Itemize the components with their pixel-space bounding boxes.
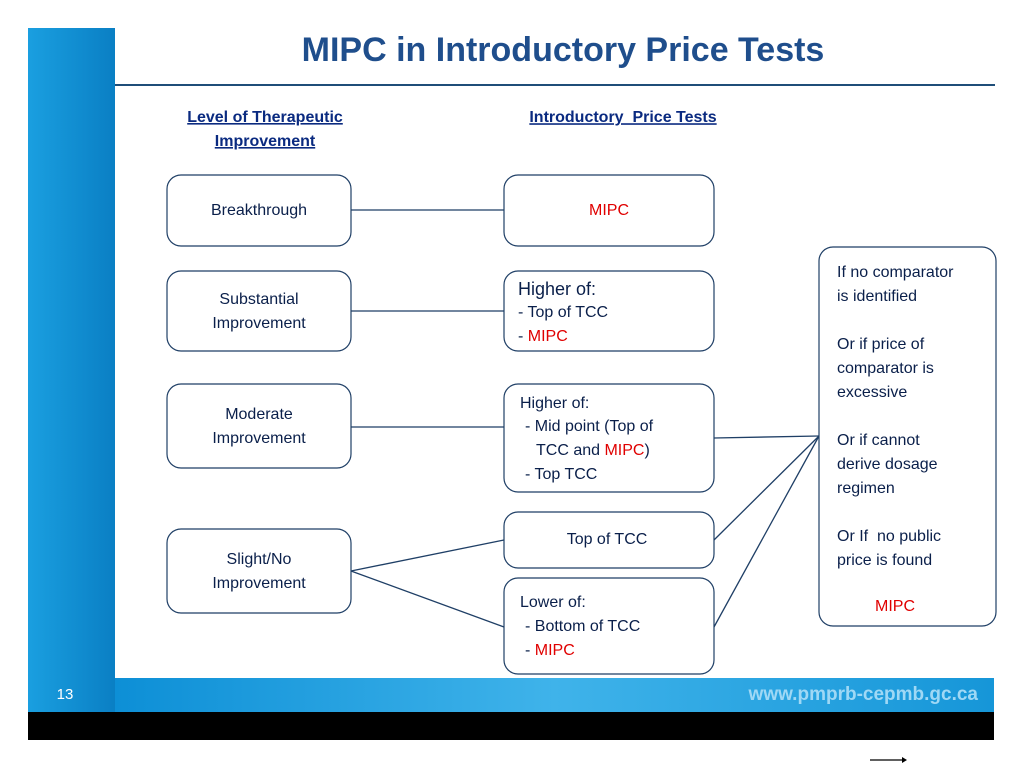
node-text: Higher of:: [518, 279, 596, 299]
node-text: Substantial: [219, 291, 298, 308]
text-span: ): [644, 442, 649, 459]
node-text: Higher of:: [520, 395, 589, 412]
footer-band: [115, 678, 994, 712]
text-span: Or if price of: [837, 336, 925, 353]
page-number: 13: [57, 686, 74, 703]
node-text: excessive: [837, 384, 907, 401]
bottom-band: [28, 712, 994, 740]
node: Moderate Improvement: [166, 383, 352, 469]
text-span: - Top TCC: [525, 466, 597, 483]
text-span: Top of TCC: [567, 531, 648, 548]
node-box: [503, 511, 715, 569]
text-span: MIPC: [875, 598, 915, 615]
node-text: Slight/No: [227, 551, 292, 568]
text-span: TCC and: [536, 442, 604, 459]
text-span: Improvement: [212, 575, 306, 592]
node: If no comparator is identified Or if price…: [818, 246, 997, 627]
text-span: price is found: [837, 552, 932, 569]
text-span: Substantial: [219, 291, 298, 308]
node: Slight/No Improvement: [166, 528, 352, 614]
text-span: MIPC: [589, 202, 629, 219]
node-text: price is found: [837, 552, 932, 569]
text-span: Or If no public: [837, 528, 941, 545]
node-text: Improvement: [212, 430, 306, 447]
node-text: Improvement: [212, 575, 306, 592]
text-span: -: [518, 328, 528, 345]
text-span: excessive: [837, 384, 907, 401]
text-span: -: [525, 642, 535, 659]
node-box: [503, 174, 715, 247]
text-span: comparator is: [837, 360, 934, 377]
node-text: is identified: [837, 288, 917, 305]
node-text: - MIPC: [525, 642, 575, 659]
node-text: - Bottom of TCC: [525, 618, 640, 635]
text-span: Lower of:: [520, 594, 586, 611]
node-box: [166, 270, 352, 352]
node-text: Improvement: [212, 315, 306, 332]
node-text: derive dosage: [837, 456, 938, 473]
arrow: [870, 757, 907, 763]
node-text: comparator is: [837, 360, 934, 377]
title: MIPC in Introductory Price Tests: [302, 31, 825, 69]
right-heading: Introductory Price Tests: [529, 109, 716, 126]
node-text: MIPC: [589, 202, 629, 219]
node: Lower of: - Bottom of TCC - MIPC: [503, 577, 715, 675]
node-text: Lower of:: [520, 594, 586, 611]
text-span: MIPC: [535, 642, 575, 659]
text-span: - Mid point (Top of: [525, 418, 654, 435]
text-span: Slight/No: [227, 551, 292, 568]
node-box: [818, 246, 997, 627]
text-span: regimen: [837, 480, 895, 497]
node-text: - Mid point (Top of: [525, 418, 654, 435]
connectors: [350, 209, 820, 628]
node-text: If no comparator: [837, 264, 954, 281]
node: Top of TCC: [503, 511, 715, 569]
node-box: [166, 383, 352, 469]
node-text: Or if cannot: [837, 432, 920, 449]
footer-url: www.pmprb-cepmb.gc.ca: [748, 684, 979, 705]
text-span: Higher of:: [518, 279, 596, 299]
node: Higher of: - Mid point (Top of TCC and MIP…: [503, 383, 715, 493]
text-span: Improvement: [212, 315, 306, 332]
text-span: - Top of TCC: [518, 304, 608, 321]
text-span: is identified: [837, 288, 917, 305]
node-box: [503, 577, 715, 675]
text-span: If no comparator: [837, 264, 954, 281]
node: Breakthrough: [166, 174, 352, 247]
node-text: - MIPC: [518, 328, 568, 345]
side-bar: [28, 28, 115, 712]
node-box: [166, 174, 352, 247]
node-text: Moderate: [225, 406, 293, 423]
node: Substantial Improvement: [166, 270, 352, 352]
node-text: regimen: [837, 480, 895, 497]
node-text: - Top TCC: [525, 466, 597, 483]
text-span: derive dosage: [837, 456, 938, 473]
text-span: Or if cannot: [837, 432, 920, 449]
node-text: Or If no public: [837, 528, 941, 545]
node-text: Breakthrough: [211, 202, 307, 219]
text-span: - Bottom of TCC: [525, 618, 640, 635]
text-span: Moderate: [225, 406, 293, 423]
text-span: MIPC: [604, 442, 644, 459]
node-text: Top of TCC: [567, 531, 648, 548]
text-span: Breakthrough: [211, 202, 307, 219]
node: Higher of: - Top of TCC - MIPC: [503, 270, 715, 352]
node: MIPC: [503, 174, 715, 247]
text-span: Higher of:: [520, 395, 589, 412]
text-span: Improvement: [212, 430, 306, 447]
node-text: Or if price of: [837, 336, 925, 353]
node-text: MIPC: [875, 598, 915, 615]
node-text: TCC and MIPC): [536, 442, 650, 459]
left-heading: Level of Therapeutic Improvement: [187, 109, 343, 150]
node-box: [166, 528, 352, 614]
text-span: MIPC: [528, 328, 568, 345]
node-box: [503, 383, 715, 493]
node-box: [503, 270, 715, 352]
node-text: - Top of TCC: [518, 304, 608, 321]
